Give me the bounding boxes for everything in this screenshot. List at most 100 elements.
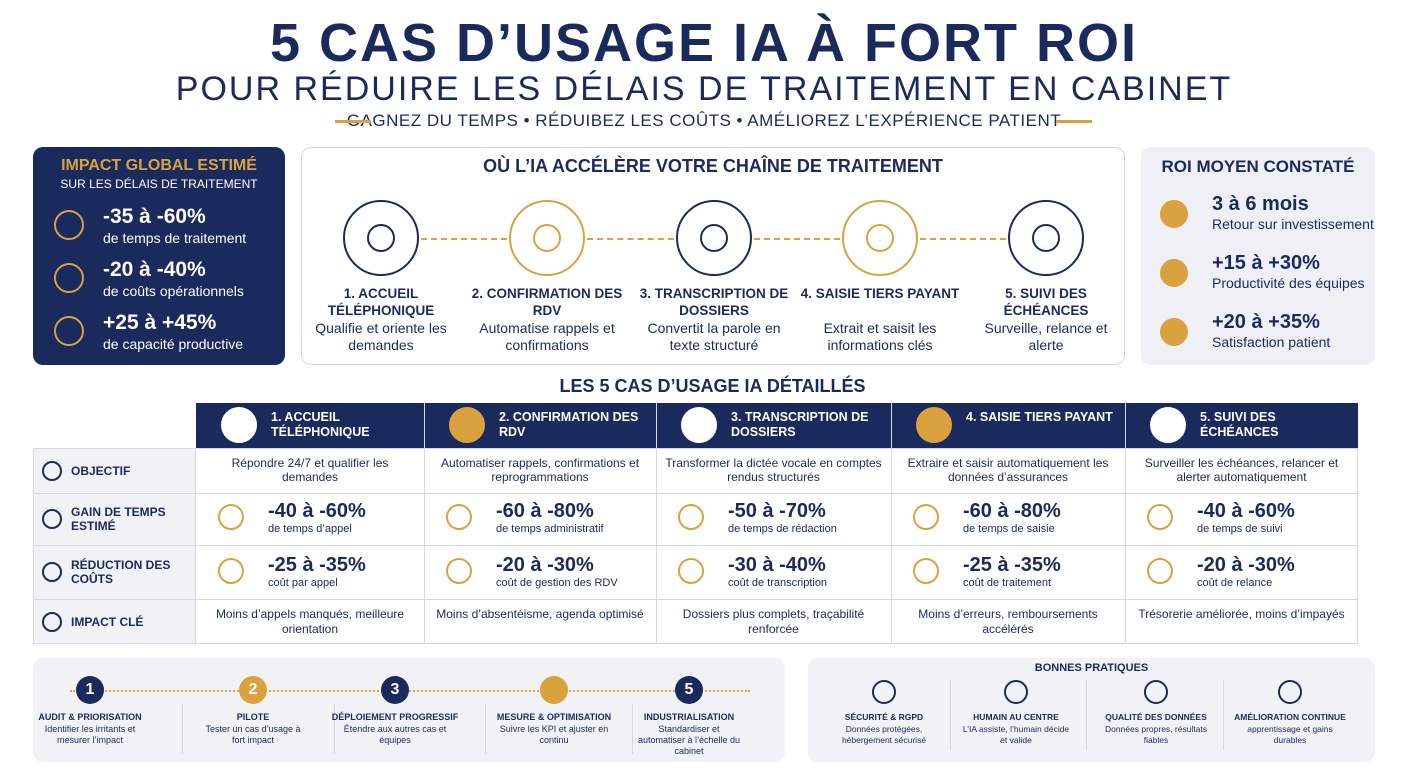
roi-label: Productivité des équipes [1212, 275, 1365, 291]
impact-value: -35 à -60% [103, 205, 206, 228]
metric-label: coût de transcription [728, 577, 828, 589]
column-header: 2. CONFIRMATION DES RDV [499, 410, 639, 439]
practice-text: Données propres, résultats fiables [1104, 724, 1208, 745]
key-impact: Moins d’absentéisme, agenda optimisé [436, 607, 644, 621]
table-title: LES 5 CAS D’USAGE IA DÉTAILLÉS [559, 376, 866, 396]
icon [913, 504, 939, 530]
row-line [33, 545, 1358, 546]
icon [221, 407, 257, 443]
icon [678, 504, 704, 530]
icon [218, 558, 244, 584]
icon [681, 407, 717, 443]
icon [533, 224, 561, 252]
metric-label: coût de relance [1197, 577, 1273, 589]
roadmap-text: Étendre aux autres cas et équipes [343, 724, 447, 745]
step-number: 3 [390, 681, 400, 698]
impact-subtitle: SUR LES DÉLAIS DE TRAITEMENT [60, 177, 258, 191]
row-line [33, 493, 1358, 494]
practice-text: L’IA assiste, l’humain décide et valide [962, 724, 1070, 745]
icon [449, 407, 485, 443]
col-line [891, 403, 892, 644]
icon [1147, 504, 1173, 530]
metric-value: -60 à -80% [496, 500, 594, 522]
practices-title: BONNES PRATIQUES [1034, 662, 1149, 674]
step-number: 5 [684, 681, 694, 698]
step-title: 1. ACCUEIL TÉLÉPHONIQUE [327, 286, 435, 318]
metric-value: -60 à -80% [963, 500, 1061, 522]
roadmap-text: Standardiser et automatiser à l’échelle … [637, 724, 741, 756]
key-impact: Dossiers plus complets, traçabilité renf… [682, 607, 865, 636]
step-title: 2. CONFIRMATION DES RDV [471, 286, 623, 318]
icon [1150, 407, 1186, 443]
roadmap-text: Tester un cas d’usage à fort impact [205, 724, 301, 745]
roi-value: 3 à 6 mois [1212, 193, 1309, 215]
key-impact: Moins d’erreurs, remboursements accéléré… [918, 607, 1098, 636]
divider [181, 704, 183, 754]
icon [446, 504, 472, 530]
metric-label: de temps de rédaction [728, 523, 837, 535]
objective: Extraire et saisir automatiquement les d… [907, 456, 1109, 484]
metric-label: de temps de suivi [1197, 523, 1283, 535]
icon [367, 224, 395, 252]
roadmap-line [70, 690, 750, 692]
roadmap-title: MESURE & OPTIMISATION [496, 712, 612, 722]
roadmap-text: Identifier les irritants et mesurer l’im… [44, 724, 136, 745]
roadmap-title: INDUSTRIALISATION [643, 712, 735, 722]
icon [42, 611, 62, 632]
icon [1004, 680, 1028, 704]
practice-title: AMÉLIORATION CONTINUE [1234, 712, 1346, 722]
roadmap-text: Suivre les KPI et ajuster en continu [499, 724, 609, 745]
row-line [33, 599, 1358, 600]
icon: 3 [381, 676, 409, 704]
row-label: GAIN DE TEMPS ESTIMÉ [71, 505, 166, 533]
metric-value: -50 à -70% [728, 500, 826, 522]
icon [1144, 680, 1168, 704]
label-column [33, 448, 196, 644]
icon: 5 [675, 676, 703, 704]
column-header: 1. ACCUEIL TÉLÉPHONIQUE [271, 410, 370, 439]
impact-label: de capacité productive [103, 336, 244, 352]
impact-value: +25 à +45% [103, 311, 217, 334]
icon [700, 224, 728, 252]
icon [866, 224, 894, 252]
roi-label: Retour sur investissement [1212, 216, 1374, 232]
step-text: Automatise rappels et confirmations [479, 320, 615, 353]
step-title: 3. TRANSCRIPTION DE DOSSIERS [639, 286, 789, 318]
col-line [1125, 403, 1126, 644]
column-header: 5. SUIVI DES ÉCHÉANCES [1200, 410, 1279, 439]
column-header: 3. TRANSCRIPTION DE DOSSIERS [731, 410, 869, 439]
step-title: 5. SUIVI DES ÉCHÉANCES [1003, 286, 1089, 318]
column-header: 4. SAISIE TIERS PAYANT [966, 410, 1113, 424]
divider [631, 704, 633, 754]
col-line [424, 403, 425, 644]
row-label: IMPACT CLÉ [71, 614, 144, 629]
objective: Répondre 24/7 et qualifier les demandes [231, 456, 389, 484]
divider [950, 680, 951, 750]
practices-panel [808, 658, 1375, 762]
roi-value: +15 à +30% [1212, 252, 1320, 274]
gold-rule [1056, 120, 1092, 123]
practice-title: SÉCURITÉ & RGPD [844, 712, 924, 722]
metric-label: coût par appel [268, 577, 338, 589]
step-number: 1 [85, 681, 95, 698]
roi-label: Satisfaction patient [1212, 334, 1331, 350]
step-text: Convertit la parole en texte structuré [647, 320, 781, 353]
col-line [656, 403, 657, 644]
metric-value: -40 à -60% [268, 500, 366, 522]
roadmap-panel [33, 658, 785, 762]
metric-value: -25 à -35% [268, 554, 366, 576]
practice-title: HUMAIN AU CENTRE [973, 712, 1059, 722]
divider [1086, 680, 1087, 750]
impact-label: de temps de traitement [103, 230, 247, 246]
row-label: RÉDUCTION DES COÛTS [71, 558, 171, 586]
objective: Automatiser rappels, confirmations et re… [440, 456, 640, 484]
icon [1147, 558, 1173, 584]
objective: Surveiller les échéances, relancer et al… [1144, 456, 1339, 484]
metric-label: de temps de saisie [963, 523, 1055, 535]
step-text: Qualifie et oriente les demandes [315, 320, 447, 353]
icon [42, 509, 62, 529]
impact-title: IMPACT GLOBAL ESTIMÉ [61, 157, 257, 174]
icon: 1 [76, 676, 104, 704]
icon [54, 316, 84, 346]
